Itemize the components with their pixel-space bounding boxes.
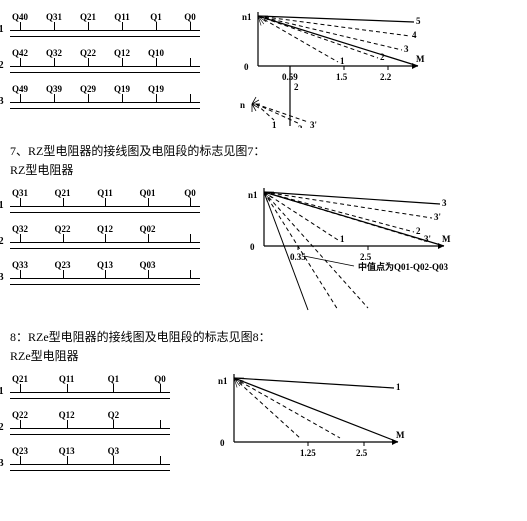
svg-text:n: n: [240, 100, 245, 110]
svg-text:5: 5: [416, 16, 421, 26]
svg-text:2: 2: [416, 226, 421, 236]
svg-text:n1: n1: [242, 12, 252, 22]
terminal-label: Q2: [105, 410, 121, 420]
terminal-label: Q1: [105, 374, 121, 384]
svg-text:n1: n1: [248, 190, 258, 200]
z-label: Z3: [0, 96, 4, 107]
terminal-label: Q13: [97, 260, 113, 270]
svg-text:1.25: 1.25: [300, 448, 316, 458]
z-label: Z2: [0, 422, 4, 433]
terminal-label: Q21: [55, 188, 71, 198]
svg-text:3: 3: [442, 198, 447, 208]
svg-text:0: 0: [220, 438, 225, 448]
svg-text:M: M: [442, 234, 451, 244]
terminal-label: Q31: [46, 12, 62, 22]
figure-6: Z1Q40Q31Q21Q11Q1Q0Z2Q42Q32Q22Q12Q10Z3Q49…: [10, 8, 517, 128]
terminal-label: Q03: [140, 260, 156, 270]
svg-text:中值点为Q01-Q02-Q03: 中值点为Q01-Q02-Q03: [358, 261, 448, 272]
svg-text:2.5: 2.5: [356, 448, 368, 458]
svg-text:2.5: 2.5: [360, 252, 372, 262]
svg-text:1: 1: [396, 382, 401, 392]
chart-7: n133'23'1M00.352.5中值点为Q01-Q02-Q03: [218, 184, 458, 314]
terminal-label: Q32: [12, 224, 28, 234]
z-label: Z1: [0, 24, 4, 35]
svg-text:3: 3: [404, 44, 409, 54]
terminal-label: Q02: [140, 224, 156, 234]
svg-text:2: 2: [294, 82, 299, 92]
z-label: Z3: [0, 458, 4, 469]
terminal-label: Q21: [80, 12, 96, 22]
terminal-label: Q23: [55, 260, 71, 270]
terminal-label: Q42: [12, 48, 28, 58]
wiring-diagram-8: Z1Q21Q11Q1Q0Z2Q22Q12Q2Z3Q23Q13Q3: [10, 370, 170, 478]
chart-8: n1 1 M 0 1.25 2.5: [188, 370, 408, 470]
terminal-label: Q0: [152, 374, 168, 384]
terminal-label: Q22: [12, 410, 28, 420]
terminal-label: Q11: [59, 374, 75, 384]
z-label: Z1: [0, 386, 4, 397]
svg-text:0: 0: [244, 62, 249, 72]
svg-text:0.35: 0.35: [290, 252, 306, 262]
svg-text:3': 3': [310, 120, 317, 128]
terminal-label: Q13: [59, 446, 75, 456]
svg-text:n1: n1: [218, 376, 228, 386]
svg-text:1: 1: [340, 234, 345, 244]
subtitle-8: RZe型电阻器: [10, 347, 517, 364]
terminal-label: Q19: [114, 84, 130, 94]
terminal-label: Q11: [114, 12, 130, 22]
subtitle-7: RZ型电阻器: [10, 161, 517, 178]
svg-text:3': 3': [434, 212, 441, 222]
chart-6: n154321M00.591.52.22n133': [218, 8, 428, 128]
svg-text:M: M: [396, 430, 405, 440]
terminal-label: Q32: [46, 48, 62, 58]
terminal-label: Q12: [114, 48, 130, 58]
svg-text:M: M: [416, 54, 425, 64]
terminal-label: Q0: [182, 12, 198, 22]
z-label: Z1: [0, 200, 4, 211]
figure-7: 7、RZ型电阻器的接线图及电阻段的标志见图7： RZ型电阻器 Z1Q31Q21Q…: [10, 142, 517, 314]
terminal-label: Q31: [12, 188, 28, 198]
svg-text:2: 2: [380, 52, 385, 62]
terminal-label: Q10: [148, 48, 164, 58]
z-label: Z3: [0, 272, 4, 283]
terminal-label: Q23: [12, 446, 28, 456]
caption-8: 8：RZe型电阻器的接线图及电阻段的标志见图8：: [10, 328, 517, 345]
terminal-label: Q12: [97, 224, 113, 234]
terminal-label: Q49: [12, 84, 28, 94]
terminal-label: Q19: [148, 84, 164, 94]
wiring-diagram-6: Z1Q40Q31Q21Q11Q1Q0Z2Q42Q32Q22Q12Q10Z3Q49…: [10, 8, 200, 116]
terminal-label: Q22: [80, 48, 96, 58]
terminal-label: Q0: [182, 188, 198, 198]
terminal-label: Q3: [105, 446, 121, 456]
terminal-label: Q01: [140, 188, 156, 198]
svg-text:1: 1: [272, 120, 277, 128]
terminal-label: Q22: [55, 224, 71, 234]
terminal-label: Q21: [12, 374, 28, 384]
svg-text:1.5: 1.5: [336, 72, 348, 82]
z-label: Z2: [0, 236, 4, 247]
terminal-label: Q33: [12, 260, 28, 270]
svg-text:1: 1: [340, 56, 345, 66]
terminal-label: Q1: [148, 12, 164, 22]
svg-text:4: 4: [412, 30, 417, 40]
svg-text:3: 3: [298, 124, 303, 128]
svg-text:3': 3': [424, 234, 431, 244]
z-label: Z2: [0, 60, 4, 71]
svg-text:0: 0: [250, 242, 255, 252]
terminal-label: Q39: [46, 84, 62, 94]
wiring-diagram-7: Z1Q31Q21Q11Q01Q0Z2Q32Q22Q12Q02Z3Q33Q23Q1…: [10, 184, 200, 292]
caption-7: 7、RZ型电阻器的接线图及电阻段的标志见图7：: [10, 142, 517, 159]
terminal-label: Q11: [97, 188, 113, 198]
figure-8: 8：RZe型电阻器的接线图及电阻段的标志见图8： RZe型电阻器 Z1Q21Q1…: [10, 328, 517, 478]
terminal-label: Q40: [12, 12, 28, 22]
terminal-label: Q29: [80, 84, 96, 94]
svg-text:2.2: 2.2: [380, 72, 392, 82]
terminal-label: Q12: [59, 410, 75, 420]
